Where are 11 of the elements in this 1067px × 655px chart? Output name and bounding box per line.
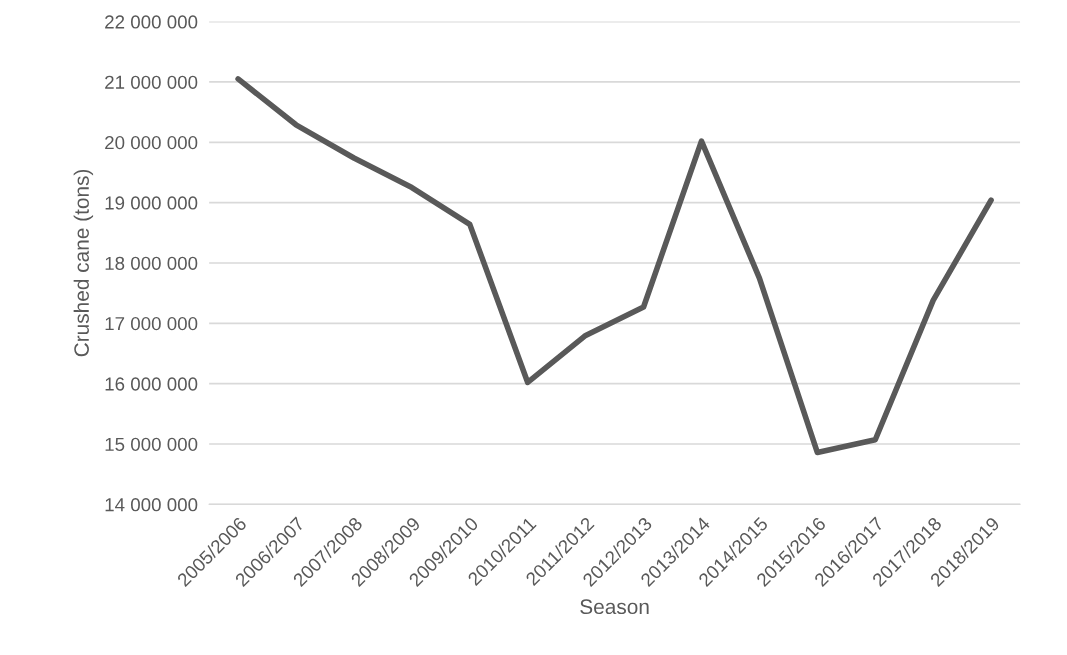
y-tick-label: 15 000 000 xyxy=(105,437,198,451)
y-tick-label: 16 000 000 xyxy=(105,377,198,391)
y-tick-label: 21 000 000 xyxy=(105,75,198,89)
y-tick-label: 20 000 000 xyxy=(105,136,198,150)
y-axis-title: Crushed cane (tons) xyxy=(73,169,94,357)
y-tick-label: 17 000 000 xyxy=(105,317,198,331)
x-axis-title: Season xyxy=(580,599,649,615)
y-tick-label: 19 000 000 xyxy=(105,196,198,210)
y-tick-label: 18 000 000 xyxy=(105,256,198,270)
y-tick-label: 14 000 000 xyxy=(105,498,198,512)
y-tick-label: 22 000 000 xyxy=(105,15,198,29)
